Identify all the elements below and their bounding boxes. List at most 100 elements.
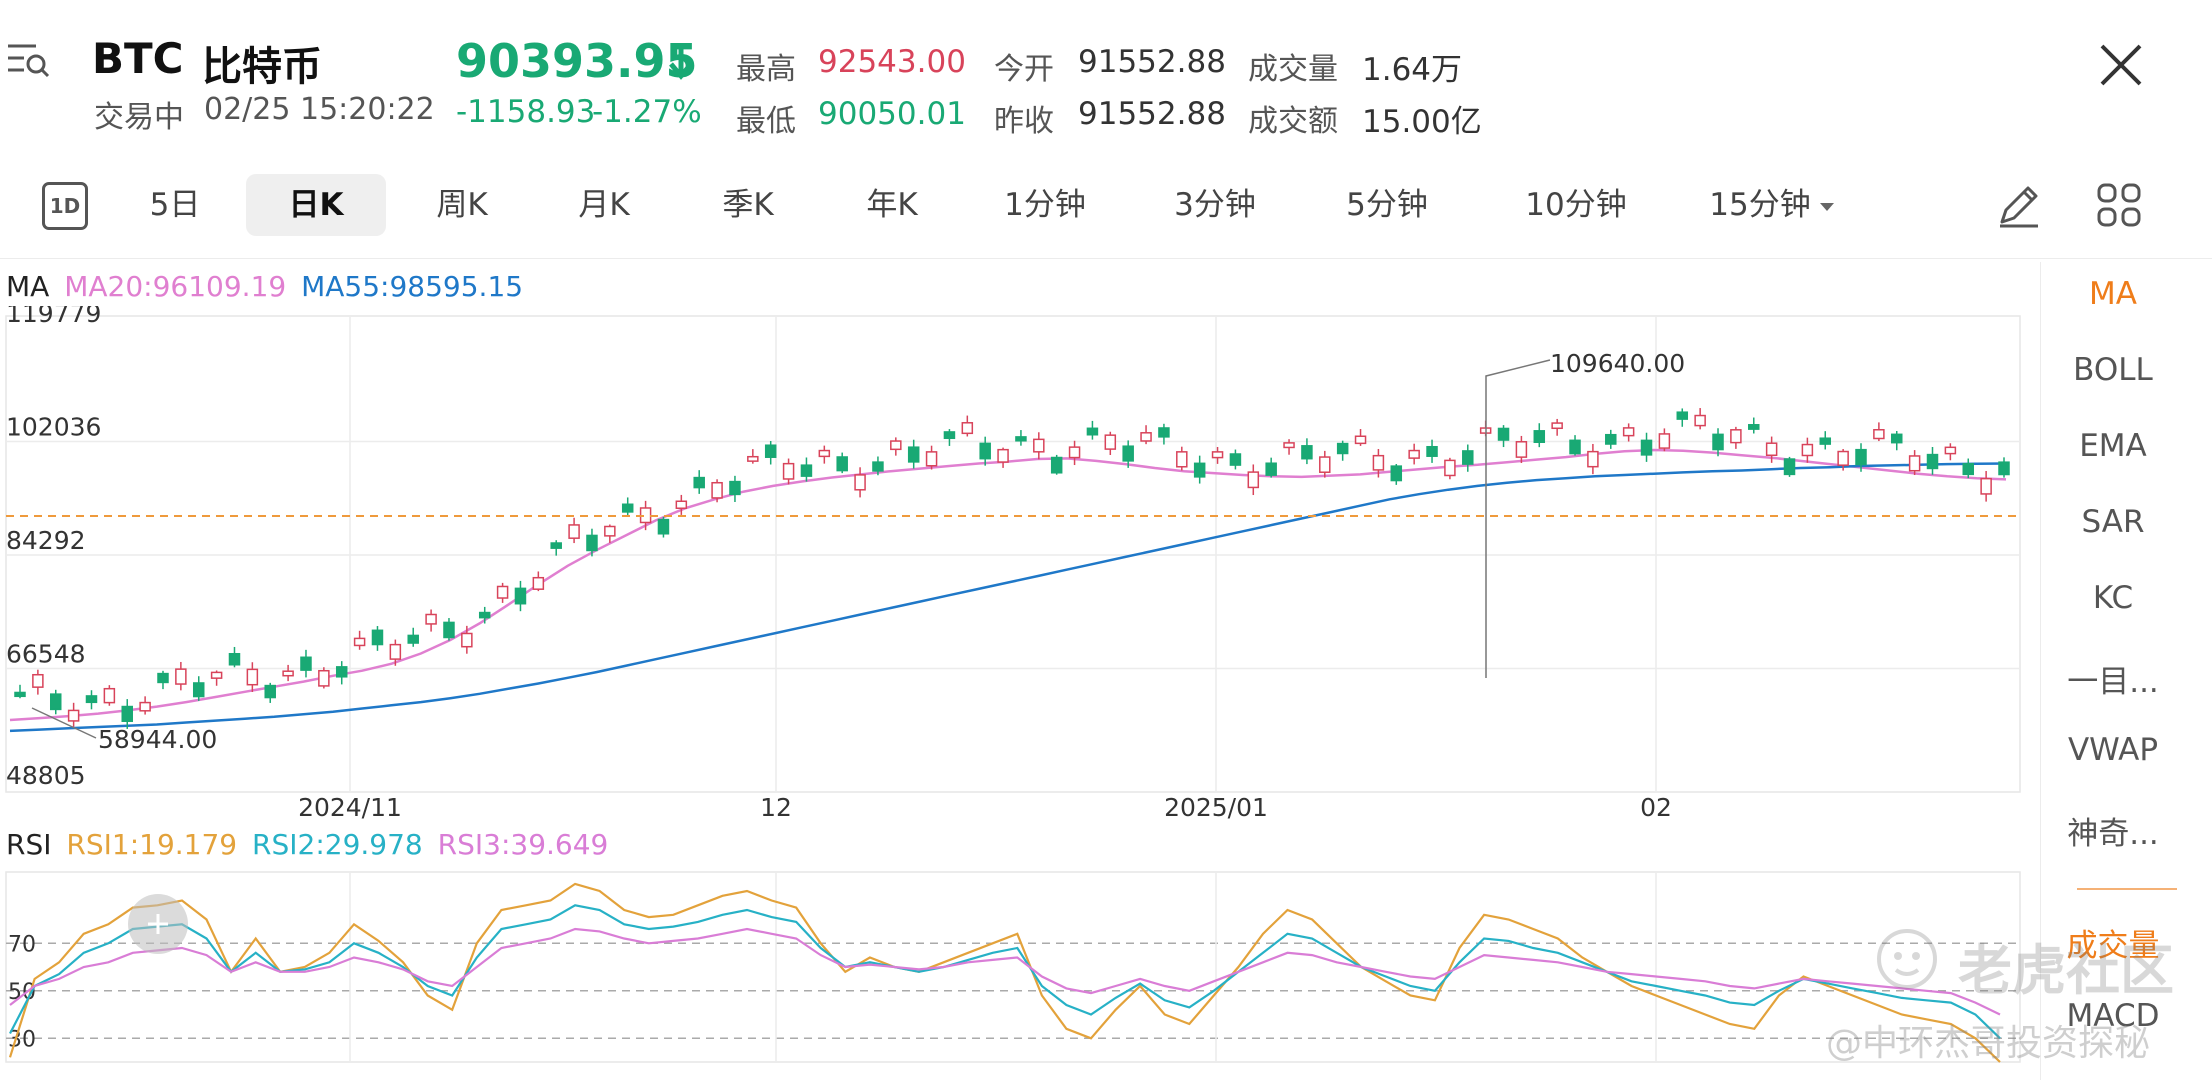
tab-monthly-k[interactable]: 月K xyxy=(578,187,630,223)
candle-body xyxy=(478,611,491,619)
caret-down-icon[interactable] xyxy=(1818,198,1836,217)
open-label: 今开 xyxy=(994,52,1054,87)
candle-body xyxy=(872,461,884,472)
candle-body xyxy=(1748,424,1760,430)
candle-body xyxy=(1068,446,1081,459)
toolbar-divider xyxy=(0,258,2212,259)
crosshair-marker[interactable] xyxy=(128,894,188,954)
ma-legend: MA MA20:96109.19 MA55:98595.15 xyxy=(6,270,523,303)
grid-layout-icon[interactable] xyxy=(2096,182,2142,232)
candle-body xyxy=(550,542,562,549)
tab-daily-k[interactable]: 日K xyxy=(246,174,386,236)
arrow-down-icon xyxy=(668,44,694,84)
candle-body xyxy=(1372,454,1385,471)
indicator-magic[interactable]: 神奇... xyxy=(2067,816,2159,852)
candle-body xyxy=(103,687,116,704)
candle-body xyxy=(49,693,62,711)
candle-body xyxy=(1962,463,1975,476)
candle-body xyxy=(264,684,276,699)
candle-body xyxy=(1998,461,2010,476)
candle-body xyxy=(1515,441,1528,458)
candlestick-chart[interactable]: 119779 102036 84292 66548 48805 2024/11 12 2025… xyxy=(0,306,2030,826)
candle-body xyxy=(836,456,848,472)
ma55-value: MA55:98595.15 xyxy=(301,270,524,303)
candle-body xyxy=(1193,462,1206,478)
candle-body xyxy=(1569,439,1581,455)
indicator-boll[interactable]: BOLL xyxy=(2073,352,2153,388)
x-tick-label: 2024/11 xyxy=(298,793,402,822)
candle-body xyxy=(1033,438,1045,453)
candle-body xyxy=(961,422,974,435)
candle-body xyxy=(175,668,187,685)
indicator-kc[interactable]: KC xyxy=(2092,580,2134,616)
indicator-ema[interactable]: EMA xyxy=(2079,428,2147,464)
tab-5day[interactable]: 5日 xyxy=(149,187,201,223)
tab-15min[interactable]: 15分钟 xyxy=(1709,187,1811,223)
period-1d-badge[interactable]: 1D xyxy=(42,182,88,230)
indicator-ma[interactable]: MA xyxy=(2089,276,2137,312)
close-icon[interactable] xyxy=(2096,40,2146,90)
pen-draw-icon[interactable] xyxy=(1994,180,2044,234)
brand-watermark-text: 老虎社区 xyxy=(1958,939,2174,1002)
rsi-line-rsi1 xyxy=(8,882,2001,1063)
candle-body xyxy=(246,668,259,686)
candle-body xyxy=(371,629,384,646)
candle-body xyxy=(1873,429,1885,440)
candle-body xyxy=(1211,451,1224,459)
candle-body xyxy=(1158,427,1170,438)
ma-line-ma55 xyxy=(9,462,2007,733)
asset-name: 比特币 xyxy=(202,44,322,90)
high-value: 92543.00 xyxy=(818,44,966,80)
candle-body xyxy=(121,705,133,722)
candle-body xyxy=(818,449,831,458)
period-1d-label: 1D xyxy=(49,194,81,218)
candle-body xyxy=(1140,432,1152,442)
indicator-volume[interactable]: 成交量 xyxy=(2066,928,2160,964)
indicator-vwap[interactable]: VWAP xyxy=(2067,732,2159,768)
candle-body xyxy=(67,709,80,722)
tab-3min[interactable]: 3分钟 xyxy=(1174,187,1256,223)
tab-10min[interactable]: 10分钟 xyxy=(1525,187,1627,223)
candle-body xyxy=(157,672,169,684)
indicator-sar[interactable]: SAR xyxy=(2081,504,2145,540)
candle-body xyxy=(1229,453,1242,466)
tab-weekly-k[interactable]: 周K xyxy=(436,187,488,223)
candle-body xyxy=(747,455,759,462)
candle-body xyxy=(1891,433,1903,444)
candle-body xyxy=(443,621,455,639)
tab-1min[interactable]: 1分钟 xyxy=(1004,187,1086,223)
high-label: 最高 xyxy=(736,52,796,87)
candle-body xyxy=(1533,430,1546,443)
candle-body xyxy=(282,670,294,677)
tab-quarterly-k[interactable]: 季K xyxy=(722,187,774,223)
open-value: 91552.88 xyxy=(1078,44,1226,80)
indicator-macd[interactable]: MACD xyxy=(2066,998,2160,1034)
tiger-logo-icon xyxy=(1877,929,1937,989)
candle-body xyxy=(604,525,616,537)
candle-body xyxy=(1050,456,1063,474)
prev-close-value: 91552.88 xyxy=(1078,96,1226,132)
menu-search-icon[interactable] xyxy=(6,40,50,80)
candle-body xyxy=(1658,433,1671,449)
candle-body xyxy=(1783,458,1796,476)
author-watermark: @中环杰哥投资探秘 xyxy=(1826,1023,2151,1064)
y-tick-label: 66548 xyxy=(6,640,86,669)
candle-body xyxy=(675,500,688,509)
candle-body xyxy=(586,534,598,552)
y-tick-label: 48805 xyxy=(6,761,86,790)
candle-body xyxy=(764,444,777,458)
candle-body xyxy=(407,634,419,644)
trading-status: 交易中 xyxy=(94,100,184,135)
ma20-value: MA20:96109.19 xyxy=(64,270,287,303)
candle-body xyxy=(228,652,241,666)
tab-yearly-k[interactable]: 年K xyxy=(866,187,918,223)
candle-body xyxy=(1694,414,1706,427)
indicator-ichimoku[interactable]: 一目... xyxy=(2067,664,2159,700)
candle-body xyxy=(979,442,991,460)
candle-body xyxy=(1301,445,1313,460)
candle-body xyxy=(693,476,705,489)
candle-body xyxy=(1944,446,1957,455)
candle-body xyxy=(711,481,723,499)
tab-5min[interactable]: 5分钟 xyxy=(1346,187,1428,223)
